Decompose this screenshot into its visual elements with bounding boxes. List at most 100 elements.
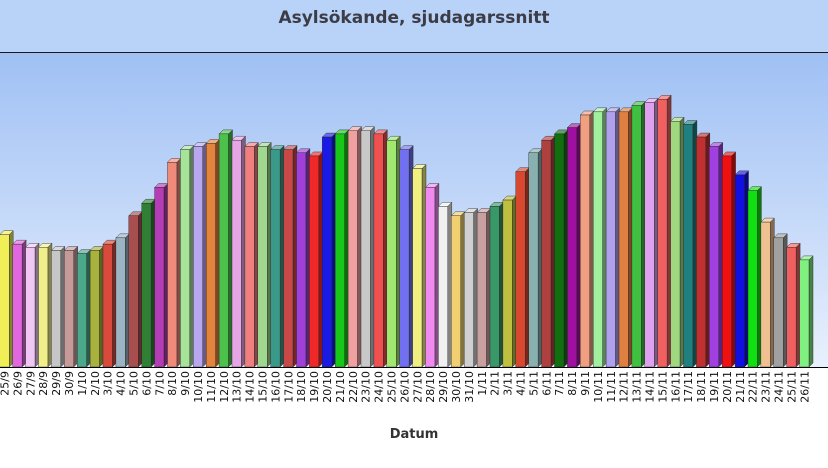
bar-front: [0, 234, 10, 368]
bar-front: [64, 250, 74, 368]
bar-front: [386, 139, 397, 368]
x-tick-label: 10/11: [592, 371, 605, 403]
x-tick-label: 16/11: [669, 371, 682, 403]
x-tick-label: 26/10: [398, 371, 411, 403]
bar: [179, 145, 195, 368]
x-tick-label: 2/10: [89, 371, 102, 396]
bar-front: [425, 187, 436, 368]
bar-front: [734, 174, 745, 368]
bar-front: [141, 202, 152, 368]
bar: [141, 198, 156, 368]
x-tick-label: 14/11: [644, 371, 657, 403]
x-tick-label: 23/10: [360, 371, 373, 403]
bar-front: [360, 130, 371, 368]
x-tick-label: 23/11: [760, 371, 773, 403]
bar: [270, 145, 285, 368]
bar: [463, 208, 479, 368]
bar: [786, 242, 801, 368]
bar: [412, 164, 427, 368]
bar-front: [373, 133, 384, 368]
x-axis-tick-labels: 25/9 26/9 27/9 28/9 29/9 30/9 1/10 2/10 3/10 4/10…: [0, 371, 811, 403]
bar-front: [38, 247, 49, 368]
bar-front: [193, 146, 203, 368]
bar-front: [270, 149, 281, 368]
bar-front: [644, 102, 655, 368]
bar-front: [696, 136, 707, 368]
x-tick-label: 5/10: [128, 371, 141, 396]
bar-front: [605, 111, 616, 368]
bar-front: [760, 221, 771, 368]
x-tick-label: 27/9: [24, 371, 37, 396]
bar: [799, 255, 814, 368]
x-tick-label: 16/10: [269, 371, 282, 403]
bar: [489, 201, 504, 368]
bar: [476, 208, 491, 368]
bar: [373, 129, 388, 368]
x-tick-label: 12/11: [618, 371, 631, 403]
bar: [50, 245, 66, 368]
x-tick-label: 11/11: [605, 371, 618, 403]
x-tick-label: 9/11: [579, 371, 592, 396]
x-tick-label: 14/10: [244, 371, 257, 403]
bar: [192, 142, 208, 368]
x-tick-label: 7/11: [553, 371, 566, 396]
x-tick-label: 4/11: [515, 371, 528, 396]
bar-front: [399, 149, 410, 368]
bar: [102, 239, 117, 368]
x-tick-label: 15/11: [656, 371, 669, 403]
bar: [683, 119, 698, 368]
bar: [450, 211, 466, 368]
x-tick-label: 19/10: [308, 371, 321, 403]
bar-front: [554, 133, 565, 368]
bar: [63, 245, 79, 368]
bar-front: [541, 139, 552, 368]
bar-front: [412, 168, 423, 368]
bar: [296, 148, 311, 368]
x-axis-title: Datum: [389, 427, 439, 442]
x-tick-label: 20/11: [721, 371, 734, 403]
bar: [218, 129, 233, 368]
bar: [644, 97, 659, 368]
x-tick-label: 3/11: [502, 371, 515, 396]
x-tick-label: 13/10: [231, 371, 244, 403]
bar: [657, 94, 672, 368]
bar: [360, 126, 375, 368]
title-band: [0, 0, 828, 52]
bar-front: [128, 215, 139, 368]
bar: [760, 217, 775, 368]
x-tick-label: 20/10: [321, 371, 334, 403]
bar: [205, 138, 221, 368]
x-tick-label: 18/10: [295, 371, 308, 403]
x-tick-label: 11/10: [205, 371, 218, 403]
x-tick-label: 8/10: [166, 371, 179, 396]
bar-front: [154, 187, 165, 368]
bar-front: [580, 114, 590, 368]
bar: [541, 135, 556, 368]
bar-front: [799, 259, 810, 368]
bar-series: [0, 94, 814, 368]
bar-front: [283, 149, 294, 368]
x-tick-label: 26/9: [11, 371, 24, 396]
bar-front: [464, 212, 474, 368]
bar-front: [180, 149, 190, 368]
bar-front: [451, 215, 461, 368]
bar: [334, 129, 350, 368]
bar-front: [12, 243, 23, 368]
x-tick-label: 28/9: [37, 371, 50, 396]
bar-front: [231, 139, 242, 368]
x-tick-label: 10/10: [192, 371, 205, 403]
x-tick-label: 4/10: [115, 371, 128, 396]
bar-front: [515, 171, 526, 368]
x-tick-label: 31/10: [463, 371, 476, 403]
bar-front: [218, 133, 229, 368]
x-tick-label: 7/10: [153, 371, 166, 396]
bar: [592, 107, 608, 368]
x-tick-label: 29/9: [50, 371, 63, 396]
bar: [128, 211, 143, 368]
bar: [231, 135, 246, 368]
x-tick-label: 28/10: [424, 371, 437, 403]
bar: [0, 230, 14, 368]
bar: [528, 148, 543, 368]
bar: [283, 145, 298, 368]
x-tick-label: 22/10: [347, 371, 360, 403]
